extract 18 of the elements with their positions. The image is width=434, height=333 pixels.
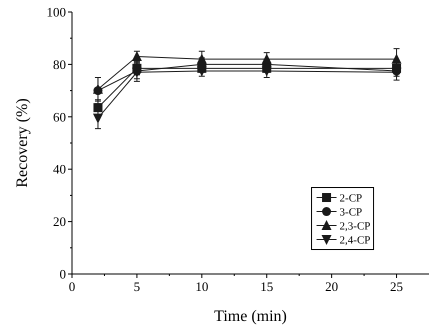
x-tick-label: 0 — [68, 279, 76, 294]
y-tick-label: 80 — [53, 56, 66, 72]
x-tick-label: 20 — [325, 279, 338, 294]
x-tick-label: 15 — [260, 279, 274, 294]
legend-label: 2,4-CP — [340, 234, 370, 247]
y-tick-label: 40 — [53, 162, 66, 177]
y-tick-label: 100 — [46, 4, 66, 20]
y-tick-label: 60 — [53, 109, 66, 124]
y-tick-label: 0 — [60, 266, 66, 282]
x-axis-title: Time (min) — [214, 308, 287, 325]
y-tick-label: 20 — [53, 214, 66, 230]
legend-label: 3-CP — [340, 206, 362, 219]
x-tick-label: 5 — [134, 279, 140, 294]
legend-label: 2-CP — [340, 192, 362, 205]
y-axis-title: Recovery (%) — [14, 98, 31, 188]
x-tick-label: 10 — [195, 279, 208, 294]
x-tick-label: 25 — [390, 279, 404, 294]
legend-label: 2,3-CP — [340, 220, 370, 233]
